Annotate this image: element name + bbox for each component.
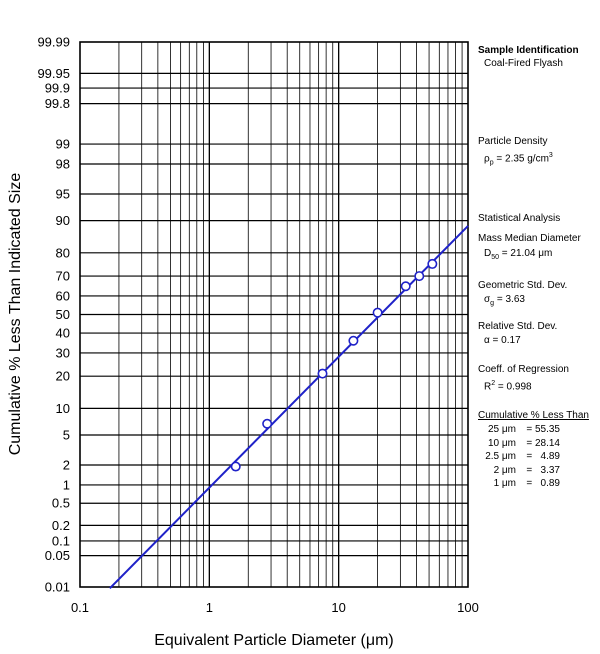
- y-tick-label: 80: [56, 245, 70, 260]
- y-tick-label: 98: [56, 157, 70, 172]
- sample-title: Sample Identification: [478, 45, 579, 56]
- cum-row: 1 μm = 0.89: [476, 478, 560, 490]
- y-tick-label: 95: [56, 186, 70, 201]
- x-tick-label: 1: [206, 600, 213, 615]
- y-tick-label: 99.9: [45, 81, 70, 96]
- cum-value: = 28.14: [526, 437, 560, 449]
- cum-value: = 55.35: [526, 424, 560, 435]
- y-tick-label: 0.01: [45, 580, 70, 595]
- y-tick-label: 70: [56, 269, 70, 284]
- cum-value: = 3.37: [526, 464, 560, 476]
- y-tick-label: 30: [56, 345, 70, 360]
- fit-line-group: [109, 225, 469, 590]
- y-tick-label: 2: [63, 457, 70, 472]
- gsd-title: Geometric Std. Dev.: [478, 280, 568, 291]
- cum-size: 1 μm: [493, 478, 516, 489]
- data-point: [348, 335, 359, 346]
- reg-number: = 0.998: [495, 381, 532, 393]
- y-tick-label: 20: [56, 369, 70, 384]
- y-tick-label: 40: [56, 326, 70, 341]
- y-tick-label: 0.05: [45, 548, 70, 563]
- cum-value: = 4.89: [526, 451, 560, 462]
- y-axis-label: Cumulative % Less Than Indicated Size: [7, 173, 24, 456]
- cum-row: 10 μm = 28.14: [476, 438, 560, 450]
- data-point: [317, 368, 328, 379]
- cum-row: 2.5 μm = 4.89: [476, 451, 560, 463]
- cum-row: 2 μm = 3.37: [476, 465, 560, 477]
- data-point: [414, 271, 425, 282]
- reg-title: Coeff. of Regression: [478, 364, 569, 375]
- gsd-value: σg = 3.63: [484, 294, 525, 310]
- y-tick-label: 0.2: [52, 518, 70, 533]
- density-sup: 3: [548, 152, 553, 159]
- density-symbol: ρ: [484, 153, 490, 165]
- x-tick-label: 10: [331, 600, 345, 615]
- gsd-number: = 3.63: [494, 294, 525, 305]
- fit-line: [109, 225, 469, 590]
- grid: [80, 42, 468, 587]
- rsd-title: Relative Std. Dev.: [478, 321, 558, 332]
- stats-title: Statistical Analysis: [478, 213, 561, 224]
- y-tick-label: 5: [63, 428, 70, 443]
- y-tick-labels: 0.01 0.050.10.2 0.5 1 2 5 10 20 30 40 50 60 70 80 90 95…: [37, 35, 70, 595]
- cum-size: 2 μm: [493, 464, 516, 476]
- y-tick-label: 0.5: [52, 496, 70, 511]
- y-tick-label: 90: [56, 213, 70, 228]
- gsd-symbol: σ: [484, 294, 491, 305]
- y-tick-label: 99: [56, 137, 70, 152]
- y-tick-label: 50: [56, 307, 70, 322]
- density-number: = 2.35 g/cm: [493, 153, 549, 165]
- data-points: [230, 258, 438, 472]
- mmd-symbol: D: [484, 248, 492, 259]
- y-tick-label: 99.99: [37, 35, 70, 50]
- cum-size: 10 μm: [488, 437, 516, 449]
- data-point: [400, 281, 411, 292]
- plot-frame: [79, 41, 469, 588]
- x-tick-label: 100: [457, 600, 479, 615]
- reg-sup: 2: [491, 380, 496, 387]
- cum-size: 2.5 μm: [485, 451, 516, 462]
- reg-value: R2 = 0.998: [484, 378, 532, 393]
- x-tick-labels: 0.1 1 10 100: [71, 600, 479, 615]
- cum-row: 25 μm = 55.35: [476, 424, 560, 436]
- cum-title: Cumulative % Less Than: [478, 410, 589, 421]
- y-tick-label: 1: [63, 477, 70, 492]
- mmd-value: D50 = 21.04 μm: [484, 248, 552, 264]
- x-axis-label: Equivalent Particle Diameter (μm): [154, 632, 394, 649]
- data-point: [230, 461, 241, 472]
- reg-symbol: R: [484, 381, 492, 393]
- y-tick-label: 60: [56, 288, 70, 303]
- mmd-sub: 50: [491, 254, 500, 261]
- density-title: Particle Density: [478, 136, 548, 147]
- rsd-value: α = 0.17: [484, 335, 521, 346]
- data-point: [372, 307, 383, 318]
- cum-size: 25 μm: [488, 424, 516, 435]
- y-tick-label: 0.1: [52, 533, 70, 548]
- y-tick-label: 99.8: [45, 96, 70, 111]
- density-value: ρp = 2.35 g/cm3: [484, 150, 553, 169]
- cum-value: = 0.89: [526, 478, 560, 489]
- mmd-number: = 21.04 μm: [499, 248, 553, 259]
- y-tick-label: 10: [56, 401, 70, 416]
- mmd-title: Mass Median Diameter: [478, 233, 581, 244]
- data-point: [262, 418, 273, 429]
- density-sub: p: [489, 159, 494, 167]
- gsd-sub: g: [490, 300, 495, 307]
- data-point: [427, 258, 438, 269]
- y-tick-label: 99.95: [37, 66, 70, 81]
- sample-value: Coal-Fired Flyash: [484, 58, 563, 69]
- x-tick-label: 0.1: [71, 600, 89, 615]
